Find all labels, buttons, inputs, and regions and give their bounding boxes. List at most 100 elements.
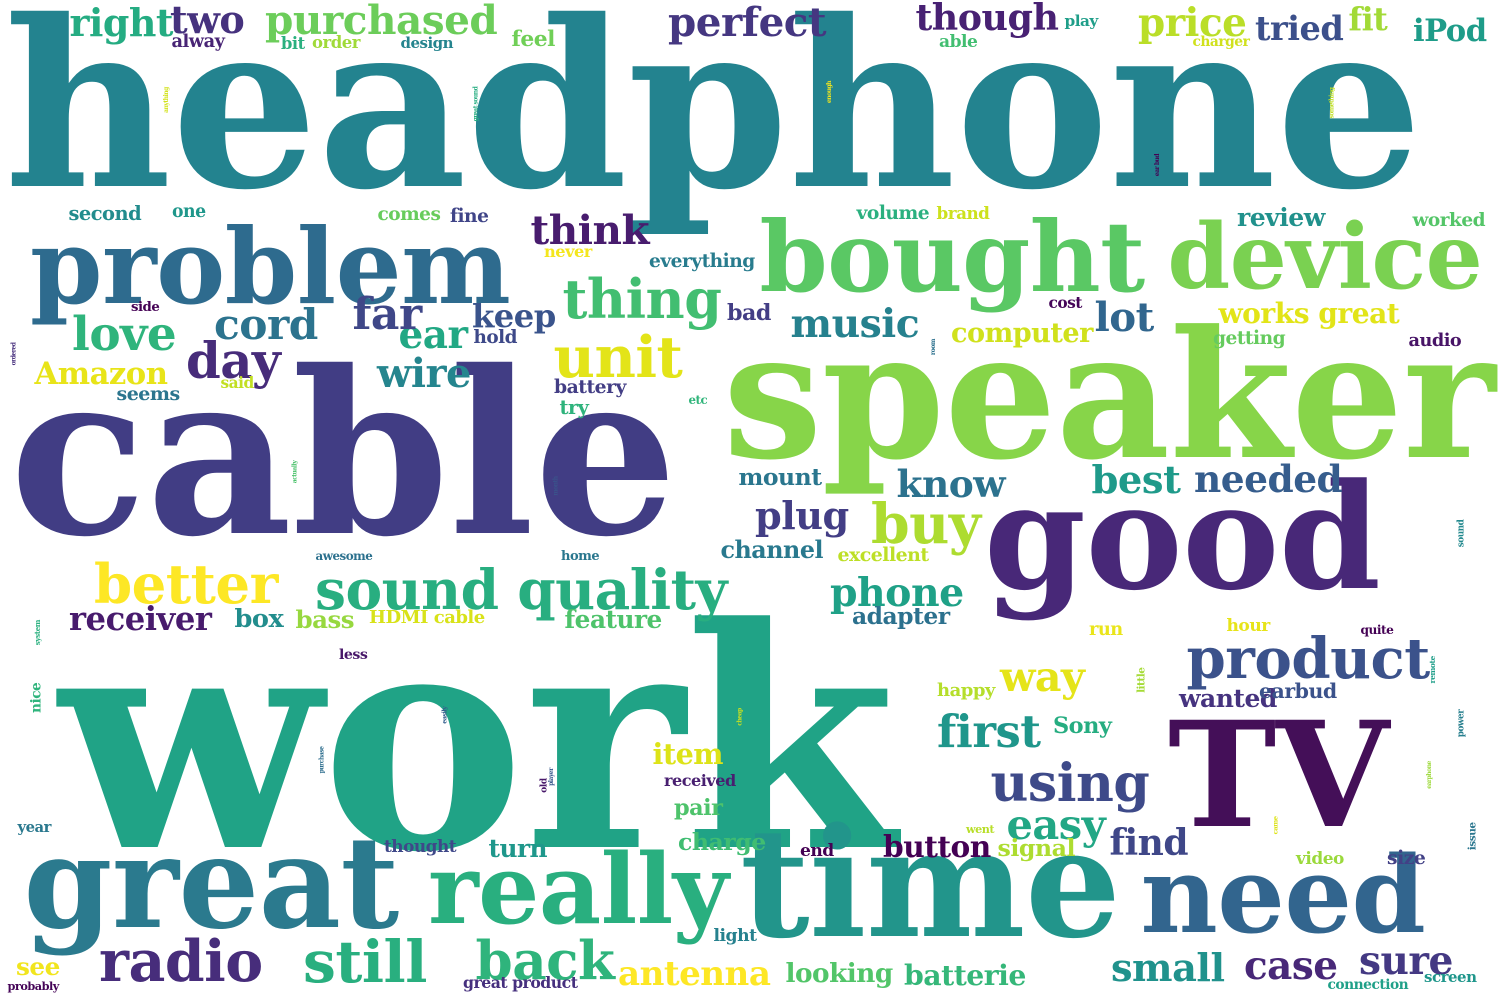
word: etc [688, 393, 708, 407]
word: order [312, 32, 360, 52]
word: radio [99, 928, 263, 995]
word: purchased [265, 0, 498, 44]
word: came [1271, 815, 1280, 834]
word: thought [384, 835, 457, 856]
word: everything [649, 250, 755, 272]
word: headphone [4, 0, 1423, 241]
word: adapter [852, 601, 950, 630]
word: button [883, 829, 991, 864]
word: great [23, 807, 400, 957]
word: easily [440, 706, 448, 724]
word: mount [738, 463, 823, 491]
word: video [1296, 848, 1344, 869]
word: power [1456, 709, 1467, 737]
word: home [561, 548, 600, 564]
word: though [915, 0, 1059, 39]
word: HDMI cable [369, 607, 485, 628]
word: battery [554, 375, 626, 398]
word: player [547, 768, 555, 786]
word: first [937, 704, 1041, 758]
word: sure [1359, 937, 1453, 984]
word: thing [562, 267, 722, 331]
word: design [400, 33, 454, 52]
word: happy [937, 680, 995, 701]
word: item [652, 736, 724, 771]
word: right [69, 0, 174, 45]
word: play [1064, 11, 1099, 30]
word: day [186, 331, 281, 390]
word: quite [1360, 623, 1394, 637]
word: plug [755, 494, 849, 539]
word: cable [9, 321, 678, 587]
word: size [1387, 846, 1426, 869]
word: ear [398, 311, 468, 358]
word: Amazon [34, 355, 168, 392]
word: little [1134, 667, 1147, 693]
word: ear bud [1154, 153, 1162, 177]
word: able [939, 31, 978, 52]
word: device [1167, 205, 1483, 310]
word: tried [1255, 8, 1344, 48]
word: second [68, 201, 142, 225]
word: room [929, 339, 937, 356]
word: great product [463, 973, 578, 992]
word: far [352, 289, 423, 340]
word: keep [472, 297, 556, 335]
word: earbud [1259, 678, 1337, 703]
word: batterie [904, 958, 1026, 992]
word: Sony [1053, 713, 1112, 739]
word: system [32, 619, 42, 645]
word: fit [1348, 1, 1388, 38]
word: small [1111, 946, 1225, 991]
word: volume [856, 201, 930, 224]
word: bought [759, 199, 1146, 314]
word: wire [377, 351, 471, 397]
word: probably [7, 978, 60, 993]
word: looking [785, 958, 894, 989]
word: music [790, 300, 920, 347]
word: think [530, 205, 650, 254]
word: worked [1412, 209, 1486, 231]
word: end [800, 840, 834, 861]
word: cost [1048, 293, 1083, 312]
word: still [303, 927, 427, 996]
word: try [559, 395, 589, 419]
word: alway [171, 31, 225, 52]
word: TV [1168, 690, 1389, 861]
word: best [1091, 457, 1181, 503]
word: something [1328, 87, 1336, 119]
word: receiver [69, 600, 212, 638]
word: sound [1456, 519, 1467, 547]
word: comes [377, 203, 441, 225]
word: good [984, 452, 1381, 623]
word: way [1000, 651, 1085, 701]
word: speaker [723, 292, 1496, 499]
word: charge [678, 828, 766, 856]
word: iPod [1413, 12, 1487, 49]
word: awesome [315, 549, 373, 563]
word: nice [28, 682, 45, 713]
word: phone [830, 569, 964, 616]
word: run [1089, 619, 1123, 640]
word: needed [1194, 457, 1343, 501]
word: work [59, 560, 896, 919]
word: bit [281, 34, 305, 53]
word: brand [936, 202, 990, 223]
word: using [990, 753, 1150, 814]
word: enough [826, 80, 834, 104]
word: remote [1427, 656, 1437, 684]
word: problem [30, 207, 511, 328]
word: great sound [471, 86, 479, 122]
word: box [234, 604, 284, 634]
word: turn [488, 833, 548, 863]
word: excellent [837, 543, 930, 566]
word: love [72, 306, 177, 362]
word: wanted [1179, 683, 1277, 713]
word: seems [116, 382, 181, 405]
word: case [1244, 942, 1338, 989]
word: feature [564, 604, 663, 634]
word: review [1237, 201, 1325, 232]
word: price [1138, 0, 1247, 46]
word: year [17, 818, 52, 836]
word: see [16, 951, 60, 981]
